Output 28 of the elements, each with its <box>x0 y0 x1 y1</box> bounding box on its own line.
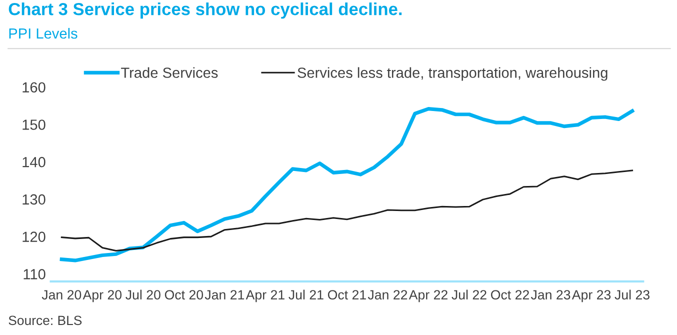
chart-title: Chart 3 Service prices show no cyclical decline. <box>8 2 402 19</box>
y-tick-label: 150 <box>22 120 46 130</box>
x-tick-label: Apr 23 <box>572 290 611 302</box>
x-tick-label: Oct 20 <box>164 290 204 300</box>
x-tick-label: Oct 21 <box>328 290 366 300</box>
line-series <box>60 170 634 252</box>
x-tick-label: Jan 22 <box>368 290 408 300</box>
source-note: Source: BLS <box>8 316 82 326</box>
line-series <box>60 106 634 262</box>
x-tick-label: Apr 20 <box>82 290 122 302</box>
y-tick-label: 140 <box>22 156 46 168</box>
x-tick-label: Apr 22 <box>408 290 448 302</box>
chart-subtitle: PPI Levels <box>9 28 78 39</box>
y-tick-label: 110 <box>24 269 46 280</box>
x-tick-label: Jul 21 <box>288 290 324 300</box>
x-tick-label: Jan 20 <box>42 290 82 300</box>
x-tick-label: Jul 20 <box>126 290 160 300</box>
x-tick-label: Jul 23 <box>614 290 650 300</box>
x-tick-label: Jul 22 <box>452 290 486 300</box>
x-tick-label: Jan 23 <box>530 290 570 300</box>
x-tick-label: Apr 21 <box>246 290 284 302</box>
y-tick-label: 130 <box>22 194 46 205</box>
legend-label: Services less trade, transportation, warehousing <box>298 67 608 81</box>
legend-label: Trade Services <box>121 67 218 78</box>
x-tick-label: Jan 21 <box>204 290 244 300</box>
y-tick-label: 160 <box>22 82 46 93</box>
x-tick-label: Oct 22 <box>490 290 529 300</box>
y-tick-label: 120 <box>22 232 46 242</box>
